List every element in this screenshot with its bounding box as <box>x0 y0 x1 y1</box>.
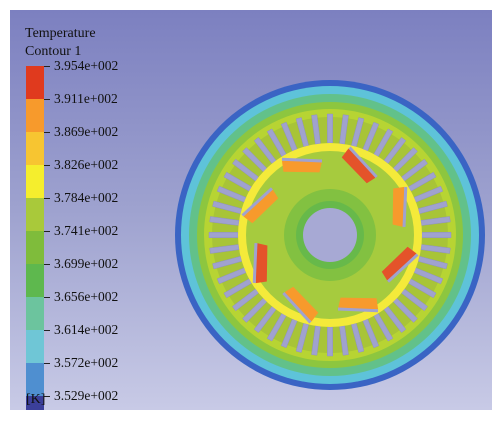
legend-tick-label: 3.572e+002 <box>54 355 119 370</box>
rotor-magnet <box>252 242 268 284</box>
rotor-magnet <box>241 187 279 224</box>
legend-tick-label: 3.614e+002 <box>54 322 119 337</box>
legend-tick-mark <box>44 363 50 364</box>
rotor-magnet <box>341 146 378 184</box>
magnet-hotspot <box>243 188 279 224</box>
legend-swatch <box>26 132 44 165</box>
legend-unit: [K] <box>26 392 46 407</box>
legend-swatch <box>26 198 44 231</box>
legend-title-line-1: Temperature <box>25 26 96 41</box>
legend-tick-label: 3.869e+002 <box>54 124 119 139</box>
magnet-barrier <box>241 187 273 217</box>
magnet-hotspot <box>338 297 379 310</box>
legend-tick-mark <box>44 264 50 265</box>
rotor-magnet <box>337 297 379 313</box>
magnet-hotspot <box>392 186 405 227</box>
contour-viewport: Temperature Contour 1 3.954e+002 3.911e+0… <box>10 10 492 410</box>
legend-swatch <box>26 231 44 264</box>
legend-tick-mark <box>44 396 50 397</box>
legend-tick-label: 3.911e+002 <box>54 91 118 106</box>
magnet-barrier <box>337 307 379 313</box>
legend-tick-label: 3.741e+002 <box>54 223 119 238</box>
legend-swatch <box>26 165 44 198</box>
stator-slot <box>327 113 333 144</box>
magnet-barrier <box>348 146 378 178</box>
legend-tick-mark <box>44 198 50 199</box>
legend-swatch <box>26 99 44 132</box>
legend-tick-mark <box>44 132 50 133</box>
magnet-hotspot <box>281 160 322 173</box>
magnet-barrier <box>282 292 312 324</box>
rotor-magnet <box>282 286 319 324</box>
legend-swatch <box>26 297 44 330</box>
legend-tick-mark <box>44 297 50 298</box>
magnet-barrier <box>252 242 258 284</box>
legend-swatch <box>26 264 44 297</box>
legend-tick-label: 3.699e+002 <box>54 256 119 271</box>
legend-swatch <box>26 66 44 99</box>
shaft-bore <box>303 208 357 262</box>
magnet-hotspot <box>283 286 319 322</box>
legend-tick-mark <box>44 231 50 232</box>
legend-tick-label: 3.826e+002 <box>54 157 119 172</box>
legend-tick-label: 3.656e+002 <box>54 289 119 304</box>
temperature-contour-plot <box>175 80 485 390</box>
legend-swatch <box>26 363 44 396</box>
magnet-hotspot <box>341 148 377 184</box>
legend-tick-mark <box>44 165 50 166</box>
rotor-magnet <box>381 246 419 283</box>
legend-color-bar <box>26 66 44 410</box>
magnet-barrier <box>387 253 419 283</box>
legend-tick-label: 3.529e+002 <box>54 388 119 403</box>
legend-tick-label: 3.784e+002 <box>54 190 119 205</box>
magnet-hotspot <box>381 246 417 282</box>
rotor-magnet <box>392 186 408 228</box>
magnet-barrier <box>402 186 408 228</box>
legend-tick-mark <box>44 66 50 67</box>
magnet-hotspot <box>255 243 268 284</box>
stator-slot <box>208 232 239 238</box>
legend-swatch <box>26 396 44 410</box>
legend-title-line-2: Contour 1 <box>25 44 82 59</box>
rotor-magnet <box>281 157 323 173</box>
stator-slot <box>327 326 333 357</box>
legend-swatch <box>26 330 44 363</box>
legend-tick-mark <box>44 330 50 331</box>
legend-tick-mark <box>44 99 50 100</box>
legend-tick-label: 3.954e+002 <box>54 58 119 73</box>
stator-slot <box>421 232 452 238</box>
magnet-barrier <box>281 157 323 163</box>
